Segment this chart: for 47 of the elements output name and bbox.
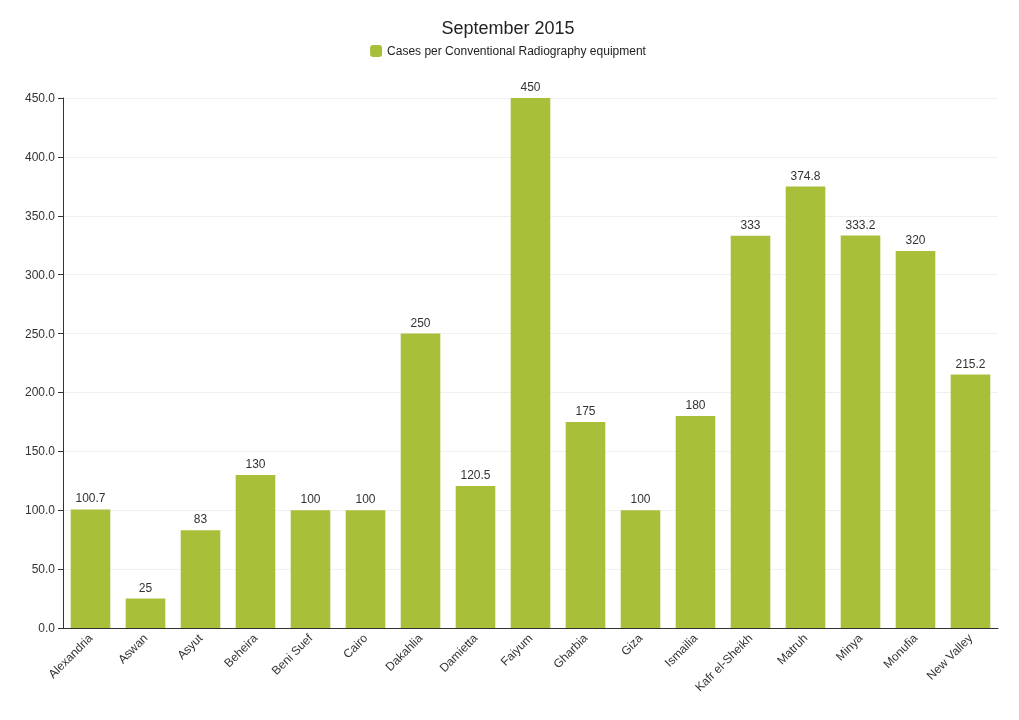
bar	[510, 98, 551, 628]
chart-title: September 2015	[441, 18, 575, 38]
bar	[565, 421, 606, 628]
data-label: 320	[905, 233, 926, 248]
y-tick-label: 400.0	[24, 149, 56, 164]
bar	[895, 251, 936, 628]
data-label: 130	[245, 456, 266, 471]
data-label: 100	[630, 492, 651, 507]
data-label: 250	[410, 315, 431, 330]
bar	[400, 333, 441, 628]
bar	[785, 186, 826, 628]
data-label: 83	[193, 512, 208, 527]
data-label: 180	[685, 398, 706, 412]
bar	[675, 416, 716, 628]
y-tick-label: 50.0	[31, 562, 56, 577]
y-tick-label: 450.0	[24, 91, 56, 105]
y-tick-label: 300.0	[24, 267, 56, 282]
bar	[290, 510, 331, 628]
data-label: 450	[520, 80, 541, 94]
bar	[180, 530, 221, 628]
y-tick-label: 100.0	[24, 503, 56, 518]
bar	[950, 374, 991, 628]
y-tick-label: 0.0	[38, 621, 56, 635]
legend-label: Cases per Conventional Radiography equipment	[387, 44, 647, 58]
data-label: 215.2	[955, 356, 986, 371]
data-label: 100	[300, 492, 321, 507]
bar	[455, 486, 496, 628]
bar	[730, 235, 771, 628]
bar	[620, 510, 661, 628]
data-label: 100	[355, 492, 376, 507]
data-label: 100.7	[75, 491, 106, 506]
data-label: 175	[575, 403, 596, 418]
data-label: 374.8	[790, 168, 821, 183]
data-label: 120.5	[460, 468, 491, 483]
bar	[125, 598, 166, 628]
y-tick-label: 250.0	[24, 326, 56, 341]
y-tick-label: 350.0	[24, 208, 56, 223]
data-label: 333	[740, 217, 761, 232]
bar	[235, 474, 276, 628]
y-tick-label: 150.0	[24, 444, 56, 459]
y-tick-label: 200.0	[24, 385, 56, 400]
bar	[345, 510, 386, 628]
data-label: 333.2	[845, 217, 876, 232]
bar	[70, 509, 111, 628]
x-tick-label: Giza	[618, 630, 646, 659]
bar	[840, 235, 881, 628]
data-label: 25	[138, 580, 153, 595]
